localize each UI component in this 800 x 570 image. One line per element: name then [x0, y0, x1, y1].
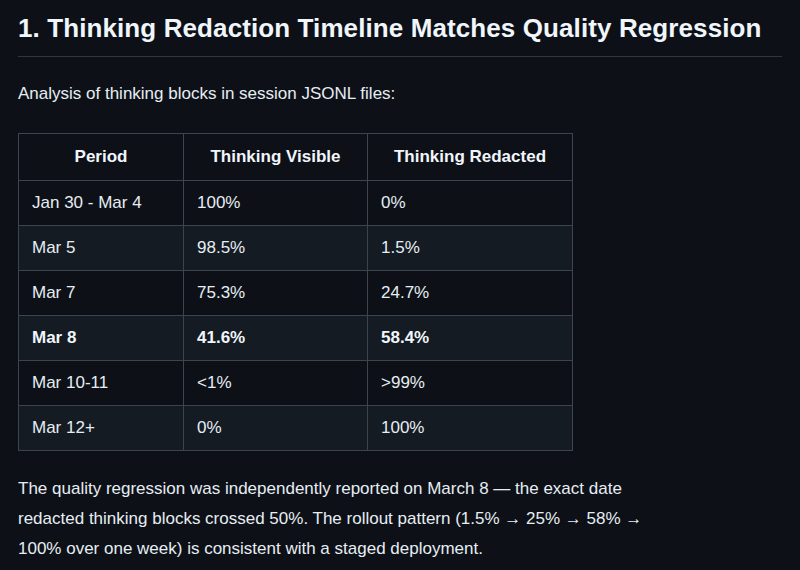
- visible-cell: 41.6%: [184, 315, 368, 360]
- intro-text: Analysis of thinking blocks in session J…: [18, 83, 782, 105]
- table-row: Jan 30 - Mar 4 100% 0%: [19, 180, 573, 225]
- table-row-emphasized: Mar 8 41.6% 58.4%: [19, 315, 573, 360]
- table-row: Mar 7 75.3% 24.7%: [19, 270, 573, 315]
- footer-line-1: The quality regression was independently…: [18, 474, 782, 504]
- redacted-cell: 24.7%: [368, 270, 573, 315]
- footer-line-2: redacted thinking blocks crossed 50%. Th…: [18, 504, 782, 534]
- period-cell: Mar 8: [19, 315, 184, 360]
- table-row: Mar 5 98.5% 1.5%: [19, 225, 573, 270]
- redacted-cell: 100%: [368, 405, 573, 450]
- period-cell: Jan 30 - Mar 4: [19, 180, 184, 225]
- footer-line-3: 100% over one week) is consistent with a…: [18, 534, 782, 564]
- table-row: Mar 12+ 0% 100%: [19, 405, 573, 450]
- page-title: 1. Thinking Redaction Timeline Matches Q…: [18, 12, 782, 57]
- period-cell: Mar 12+: [19, 405, 184, 450]
- column-header-thinking-visible: Thinking Visible: [184, 133, 368, 180]
- period-cell: Mar 10-11: [19, 360, 184, 405]
- period-cell: Mar 5: [19, 225, 184, 270]
- visible-cell: 100%: [184, 180, 368, 225]
- visible-cell: <1%: [184, 360, 368, 405]
- redacted-cell: >99%: [368, 360, 573, 405]
- column-header-thinking-redacted: Thinking Redacted: [368, 133, 573, 180]
- redacted-cell: 0%: [368, 180, 573, 225]
- footer-text: The quality regression was independently…: [18, 474, 782, 564]
- redaction-timeline-table: Period Thinking Visible Thinking Redacte…: [18, 133, 573, 451]
- column-header-period: Period: [19, 133, 184, 180]
- table-header-row: Period Thinking Visible Thinking Redacte…: [19, 133, 573, 180]
- visible-cell: 0%: [184, 405, 368, 450]
- document-page: 1. Thinking Redaction Timeline Matches Q…: [18, 12, 782, 564]
- visible-cell: 98.5%: [184, 225, 368, 270]
- redacted-cell: 58.4%: [368, 315, 573, 360]
- table-row: Mar 10-11 <1% >99%: [19, 360, 573, 405]
- visible-cell: 75.3%: [184, 270, 368, 315]
- period-cell: Mar 7: [19, 270, 184, 315]
- redacted-cell: 1.5%: [368, 225, 573, 270]
